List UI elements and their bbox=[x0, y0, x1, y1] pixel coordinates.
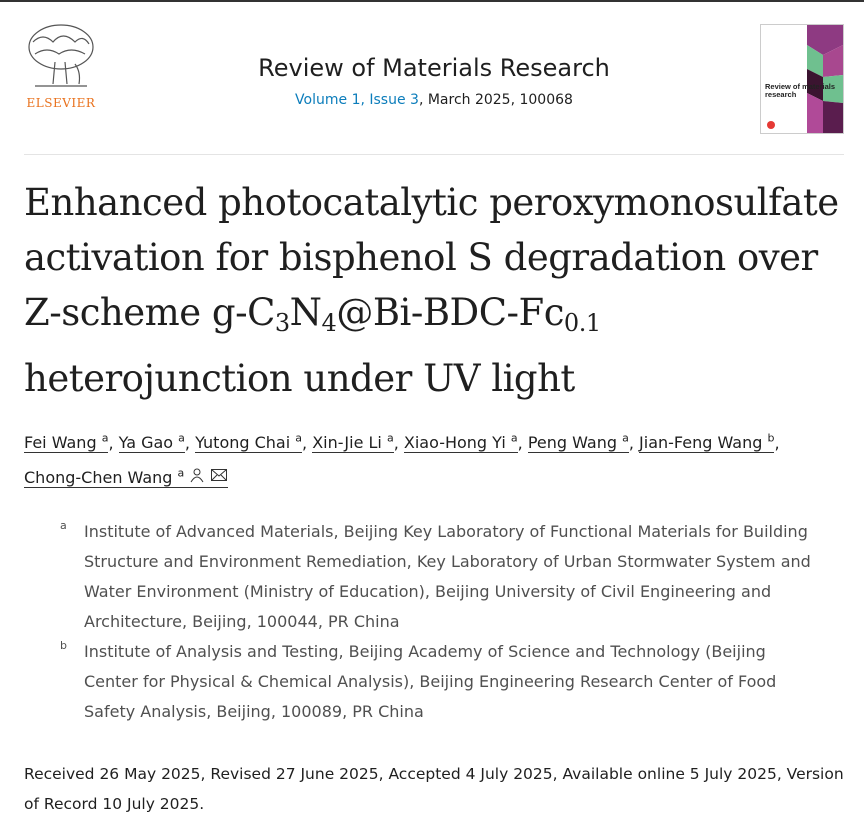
article-title: Enhanced photocatalytic peroxymonosulfat… bbox=[24, 181, 839, 400]
author-link[interactable]: Peng Wang a bbox=[527, 432, 629, 454]
author-link[interactable]: Xin-Jie Li a bbox=[312, 432, 394, 454]
publisher-name: ELSEVIER bbox=[26, 96, 96, 110]
cover-title: Review of materials research bbox=[765, 82, 836, 99]
volume-issue-link[interactable]: Volume 1, Issue 3 bbox=[295, 92, 419, 108]
person-icon bbox=[190, 468, 204, 482]
author-link[interactable]: Fei Wang a bbox=[24, 432, 109, 454]
publication-dates: Received 26 May 2025, Revised 27 June 20… bbox=[24, 764, 844, 813]
journal-header: ELSEVIER Review of Materials Research Vo… bbox=[24, 2, 844, 155]
affiliations: a Institute of Advanced Materials, Beijin… bbox=[60, 517, 824, 727]
affiliation-item: a Institute of Advanced Materials, Beijin… bbox=[60, 518, 811, 631]
elsevier-logo[interactable]: ELSEVIER bbox=[24, 22, 98, 110]
author-link-corresponding[interactable]: Chong-Chen Wang a bbox=[24, 466, 229, 488]
author-link[interactable]: Jian-Feng Wang b bbox=[639, 432, 775, 454]
author-list: Fei Wang a, Ya Gao a, Yutong Chai a, Xin… bbox=[24, 432, 780, 488]
elsevier-tree-icon bbox=[28, 24, 94, 87]
email-icon[interactable] bbox=[210, 467, 228, 483]
cover-pattern-icon bbox=[767, 25, 843, 133]
affiliation-item: b Institute of Analysis and Testing, Beij… bbox=[60, 638, 777, 721]
author-link[interactable]: Xiao-Hong Yi a bbox=[403, 432, 518, 454]
journal-cover[interactable]: Review of materials research bbox=[760, 24, 844, 134]
journal-title[interactable]: Review of Materials Research bbox=[258, 54, 610, 82]
author-link[interactable]: Ya Gao a bbox=[118, 432, 185, 454]
issue-date: , March 2025, 100068 bbox=[418, 92, 573, 108]
author-link[interactable]: Yutong Chai a bbox=[195, 432, 303, 454]
